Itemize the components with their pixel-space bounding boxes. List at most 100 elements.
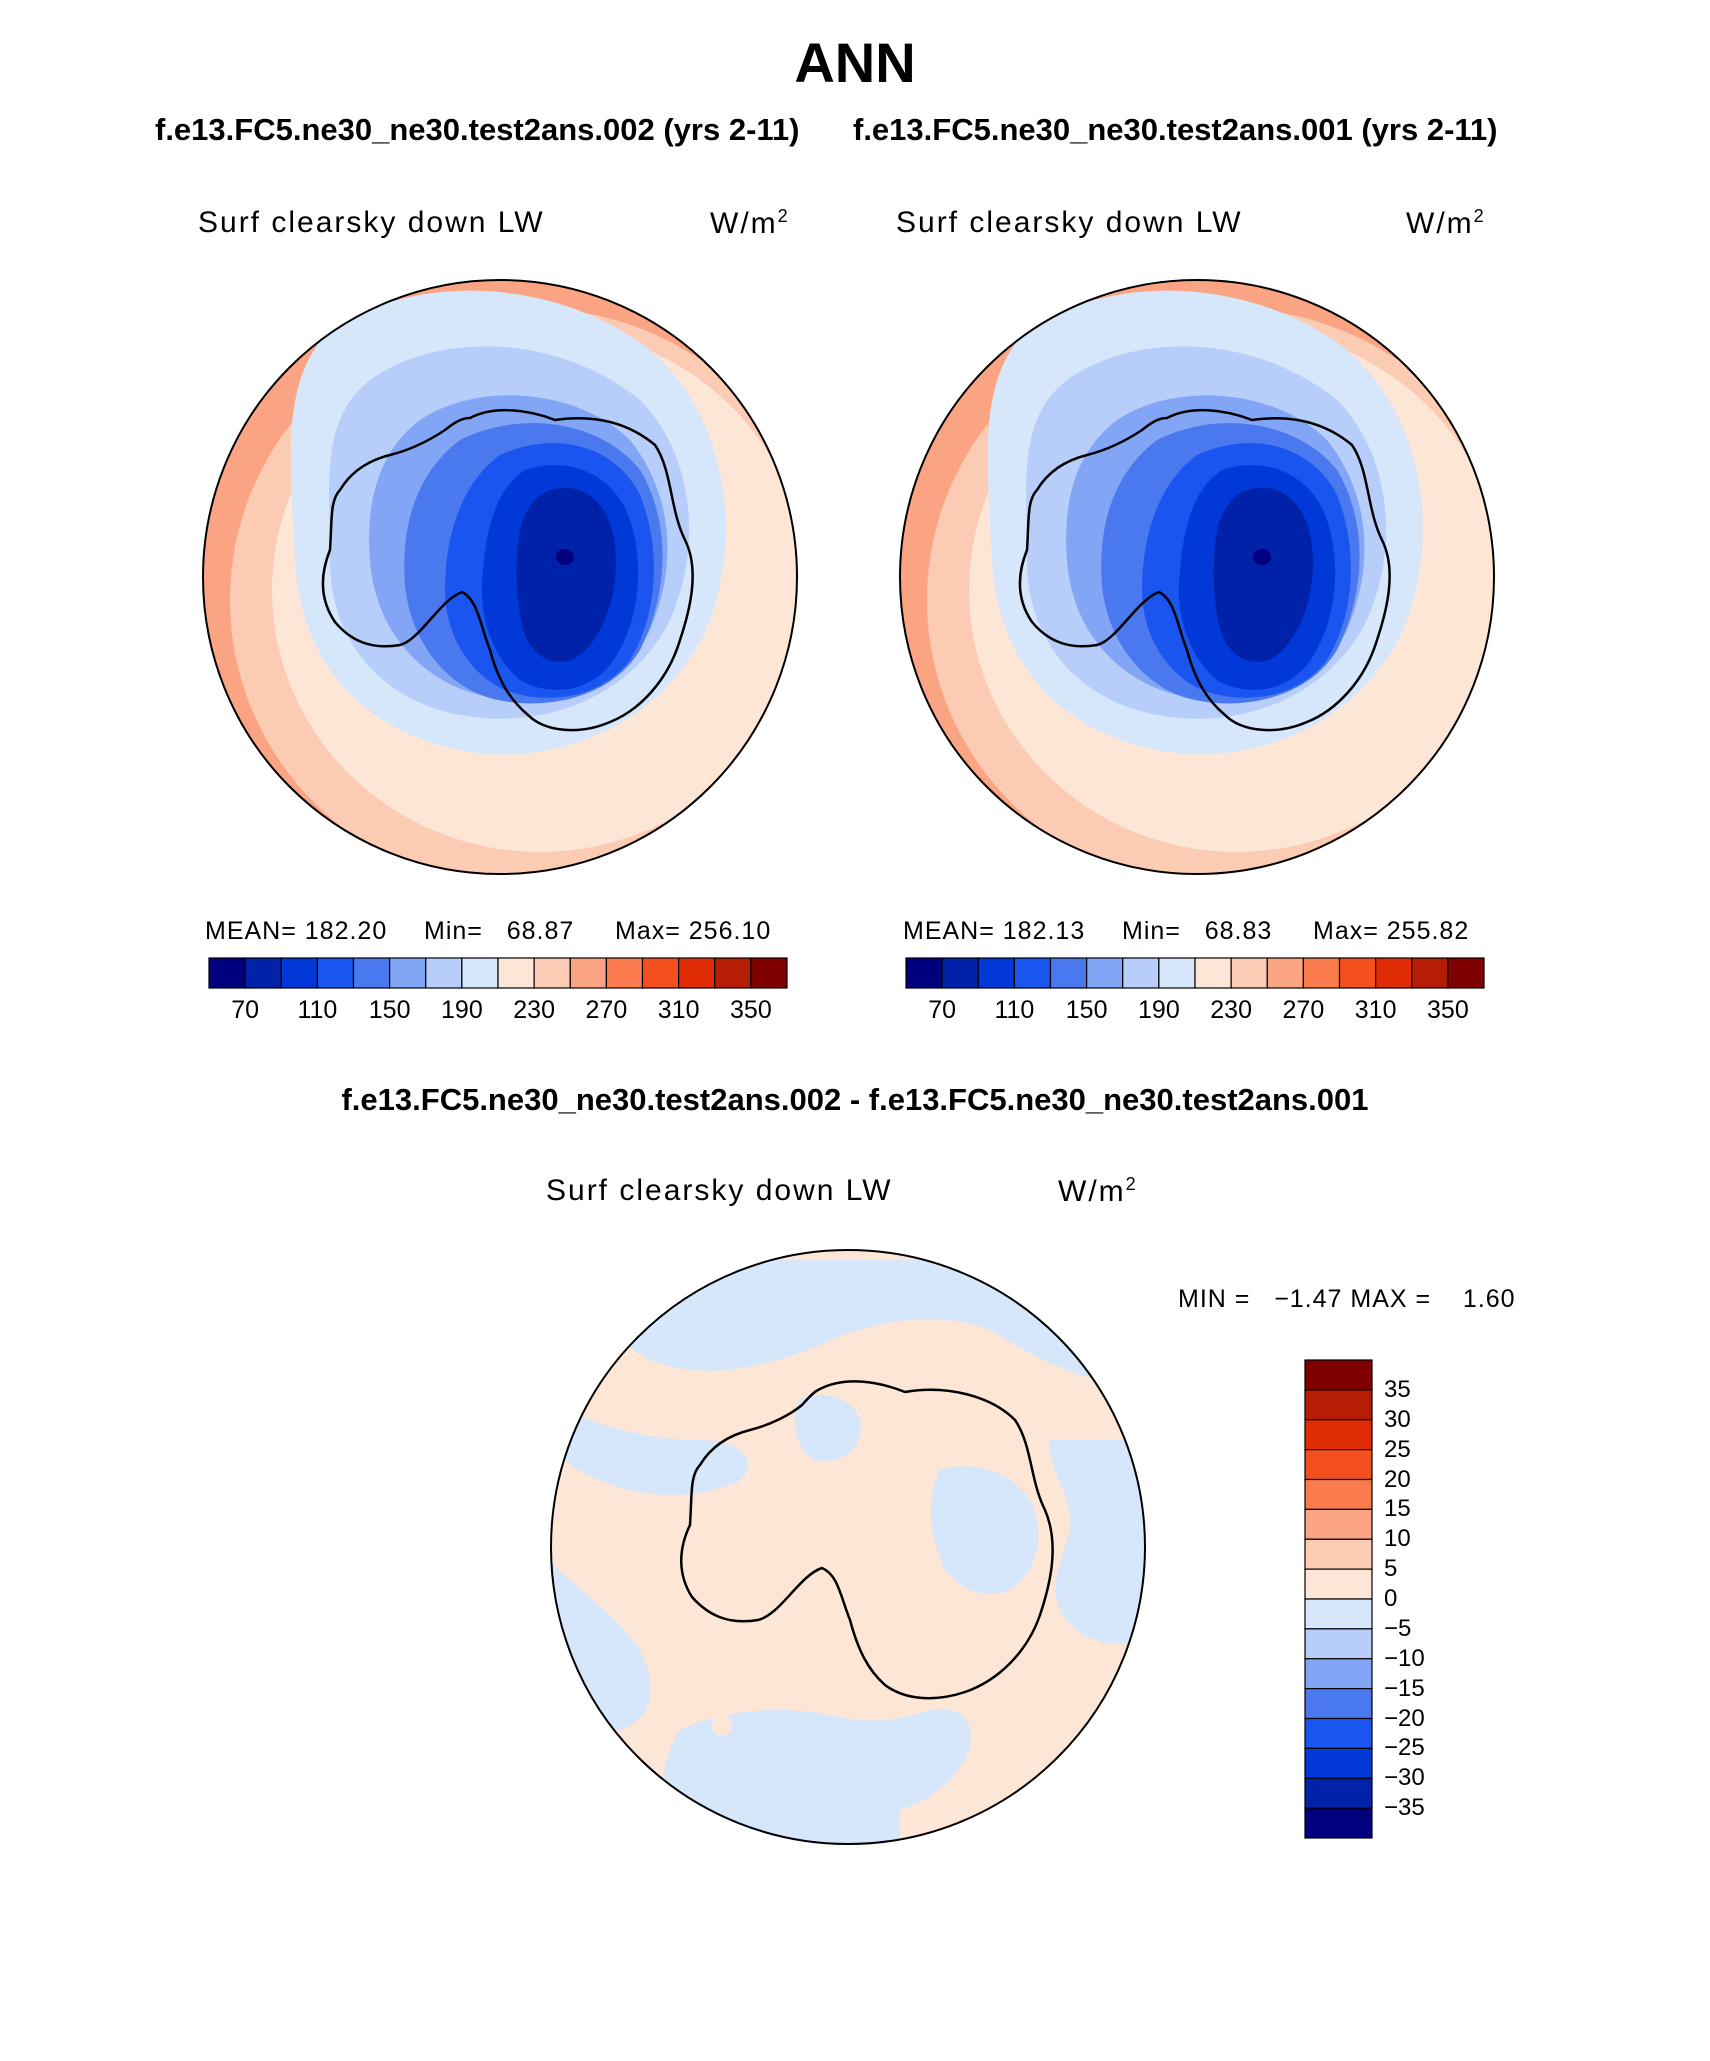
colorbar-tick-label: 230 — [1210, 996, 1252, 1024]
panel1-min: Min= 68.87 — [424, 917, 575, 945]
colorbar-swatch — [1304, 1688, 1373, 1720]
colorbar-swatch — [1304, 1389, 1373, 1421]
colorbar-swatch — [1049, 957, 1088, 989]
colorbar-swatch — [1447, 957, 1485, 989]
colorbar-swatch — [1304, 1478, 1373, 1510]
colorbar-swatch — [352, 957, 391, 989]
colorbar-swatch — [1086, 957, 1124, 989]
panel1-units-label: W/m2 — [710, 206, 790, 240]
right-run-subtitle: f.e13.FC5.ne30_ne30.test2ans.001 (yrs 2-… — [853, 112, 1498, 147]
colorbar-swatch — [1304, 1717, 1373, 1749]
diff-variable-label: Surf clearsky down LW — [546, 1174, 893, 1207]
colorbar-tick-label: −30 — [1384, 1764, 1425, 1792]
difference-map-border — [550, 1249, 1146, 1845]
colorbar-tick-label: 310 — [1354, 996, 1397, 1024]
colorbar-swatch — [977, 957, 1015, 989]
colorbar-tick-label: −5 — [1384, 1614, 1412, 1642]
colorbar-swatch — [1304, 1449, 1373, 1481]
colorbar-tick-label: 5 — [1384, 1555, 1398, 1583]
colorbar-swatch — [316, 957, 355, 989]
panel2-units-label: W/m2 — [1406, 206, 1486, 240]
diff-minmax: MIN = −1.47 MAX = 1.60 — [1178, 1285, 1516, 1313]
colorbar-swatch — [1304, 1777, 1373, 1809]
colorbar-swatch — [1304, 1568, 1373, 1600]
colorbar-swatch — [244, 957, 282, 989]
colorbar-tick-label: 35 — [1384, 1375, 1411, 1403]
panel1-map-border — [202, 279, 798, 875]
colorbar-swatch — [1304, 1419, 1373, 1451]
colorbar-swatch — [497, 957, 535, 989]
colorbar-tick-label: 20 — [1384, 1465, 1411, 1493]
colorbar-swatch — [569, 957, 607, 989]
panel2-map-border — [899, 279, 1495, 875]
difference-colorbar — [1304, 1359, 1373, 1839]
colorbar-swatch — [1375, 957, 1413, 989]
figure-title: ANN — [794, 31, 916, 94]
colorbar-tick-label: −35 — [1384, 1794, 1425, 1822]
panel2-coastline — [1018, 408, 1391, 732]
colorbar-tick-label: 110 — [994, 996, 1035, 1024]
colorbar-swatch — [280, 957, 318, 989]
colorbar-swatch — [1194, 957, 1232, 989]
diff-units-label: W/m2 — [1058, 1174, 1138, 1208]
colorbar-tick-label: 15 — [1384, 1495, 1411, 1523]
colorbar-swatch — [750, 957, 788, 989]
colorbar-swatch — [1122, 957, 1160, 989]
colorbar-tick-label: 150 — [1065, 996, 1108, 1024]
left-run-subtitle: f.e13.FC5.ne30_ne30.test2ans.002 (yrs 2-… — [155, 112, 800, 147]
colorbar-tick-label: 350 — [730, 996, 772, 1024]
colorbar-tick-label: 190 — [1138, 996, 1180, 1024]
colorbar-swatch — [1013, 957, 1052, 989]
colorbar-tick-label: 10 — [1384, 1525, 1411, 1553]
colorbar-swatch — [1411, 957, 1449, 989]
colorbar-tick-label: 0 — [1384, 1585, 1398, 1612]
colorbar-swatch — [641, 957, 680, 989]
panel2-variable-label: Surf clearsky down LW — [896, 206, 1243, 239]
panel2-colorbar — [905, 957, 1485, 989]
panel1-variable-label: Surf clearsky down LW — [198, 206, 545, 239]
colorbar-swatch — [1304, 1658, 1373, 1690]
colorbar-tick-label: −15 — [1384, 1674, 1425, 1702]
colorbar-swatch — [425, 957, 463, 989]
difference-coastline — [680, 1380, 1054, 1700]
colorbar-swatch — [1304, 1807, 1373, 1839]
panel2-mean: MEAN= 182.13 — [903, 917, 1086, 945]
panel1-colorbar — [208, 957, 788, 989]
colorbar-tick-label: 190 — [441, 996, 483, 1024]
colorbar-swatch — [1266, 957, 1304, 989]
panel2-max: Max= 255.82 — [1313, 917, 1470, 945]
colorbar-swatch — [1304, 1538, 1373, 1570]
colorbar-tick-label: 110 — [297, 996, 338, 1024]
panel1-polar-map — [203, 280, 797, 874]
difference-polar-map — [551, 1250, 1145, 1844]
colorbar-swatch — [714, 957, 752, 989]
colorbar-swatch — [1304, 1359, 1373, 1391]
colorbar-swatch — [941, 957, 979, 989]
colorbar-swatch — [1338, 957, 1377, 989]
difference-subtitle: f.e13.FC5.ne30_ne30.test2ans.002 - f.e13… — [341, 1082, 1369, 1117]
colorbar-tick-label: 150 — [368, 996, 411, 1024]
colorbar-tick-label: 350 — [1427, 996, 1469, 1024]
colorbar-swatch — [1304, 1628, 1373, 1660]
colorbar-tick-label: −10 — [1384, 1644, 1425, 1672]
colorbar-swatch — [208, 957, 246, 989]
colorbar-tick-label: −25 — [1384, 1734, 1425, 1762]
colorbar-swatch — [533, 957, 571, 989]
colorbar-swatch — [605, 957, 644, 989]
colorbar-swatch — [905, 957, 943, 989]
colorbar-tick-label: 270 — [585, 996, 628, 1024]
colorbar-swatch — [1304, 1508, 1373, 1540]
colorbar-swatch — [1230, 957, 1268, 989]
colorbar-tick-label: 70 — [928, 996, 957, 1024]
colorbar-swatch — [1158, 957, 1196, 989]
panel1-max: Max= 256.10 — [615, 917, 772, 945]
colorbar-swatch — [1304, 1747, 1373, 1779]
panel2-polar-map — [900, 280, 1494, 874]
colorbar-tick-label: 30 — [1384, 1405, 1411, 1433]
colorbar-swatch — [678, 957, 716, 989]
colorbar-swatch — [461, 957, 499, 989]
colorbar-tick-label: −20 — [1384, 1704, 1425, 1732]
colorbar-swatch — [389, 957, 427, 989]
colorbar-tick-label: 25 — [1384, 1435, 1411, 1463]
